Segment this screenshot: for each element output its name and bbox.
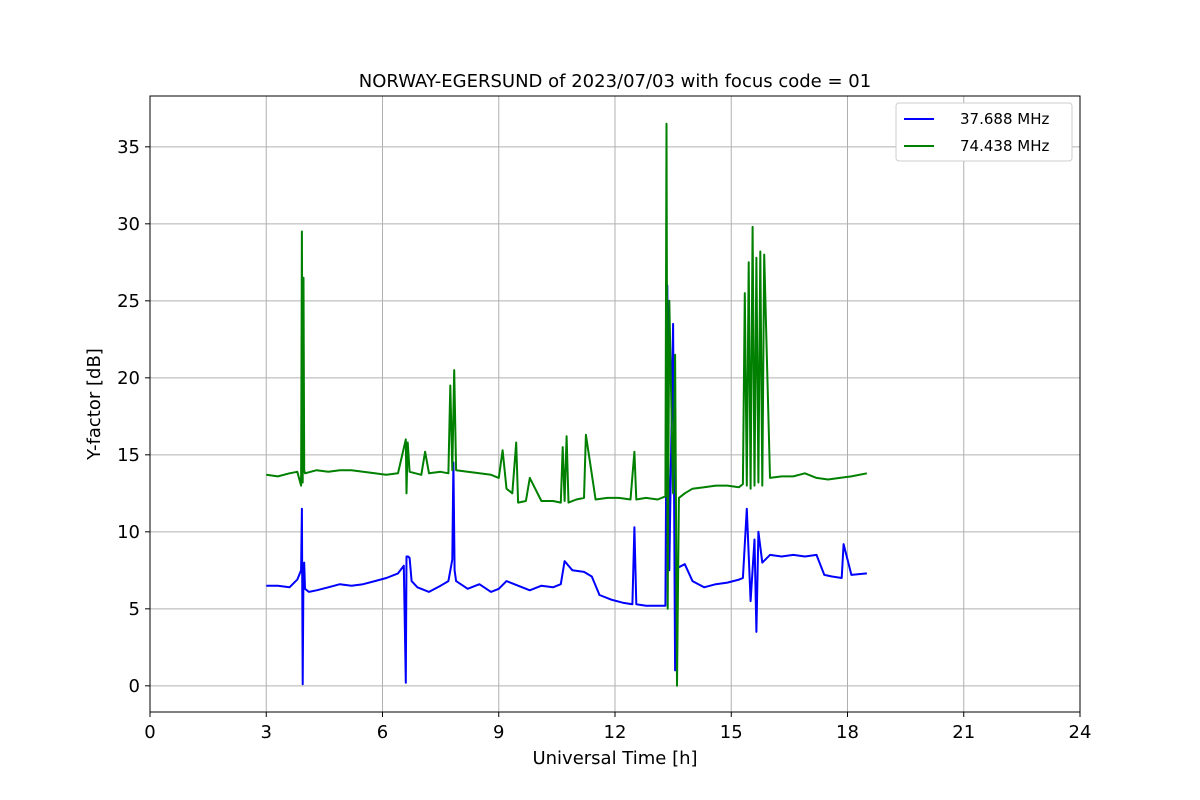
series-line-2 [266, 122, 868, 687]
legend-label-series-1: 37.688 MHz [960, 110, 1049, 128]
y-tick-label: 20 [117, 368, 140, 389]
x-tick-label: 9 [493, 722, 504, 743]
y-tick-label: 10 [117, 522, 140, 543]
ticks: 0 3 6 9 12 15 18 21 24 0 5 10 15 20 25 30 35 [117, 137, 1091, 743]
x-tick-label: 0 [144, 722, 155, 743]
y-tick-label: 35 [117, 137, 140, 158]
x-tick-label: 6 [377, 722, 388, 743]
x-tick-label: 24 [1069, 722, 1092, 743]
y-axis-label: Y-factor [dB] [84, 348, 105, 461]
y-tick-label: 30 [117, 214, 140, 235]
x-axis-label: Universal Time [h] [532, 748, 697, 769]
chart-title: NORWAY-EGERSUND of 2023/07/03 with focus… [359, 71, 871, 92]
y-tick-label: 25 [117, 291, 140, 312]
x-tick-label: 21 [952, 722, 975, 743]
x-tick-label: 3 [261, 722, 272, 743]
x-tick-label: 18 [836, 722, 859, 743]
legend-box [895, 102, 1073, 162]
legend: 37.688 MHz 74.438 MHz [895, 102, 1073, 162]
x-tick-label: 12 [604, 722, 627, 743]
x-tick-label: 15 [720, 722, 743, 743]
legend-label-series-2: 74.438 MHz [960, 137, 1049, 155]
series-line-1 [266, 284, 867, 686]
y-tick-label: 15 [117, 445, 140, 466]
series-layer [266, 122, 868, 687]
y-tick-label: 0 [129, 676, 140, 697]
y-tick-label: 5 [129, 599, 140, 620]
